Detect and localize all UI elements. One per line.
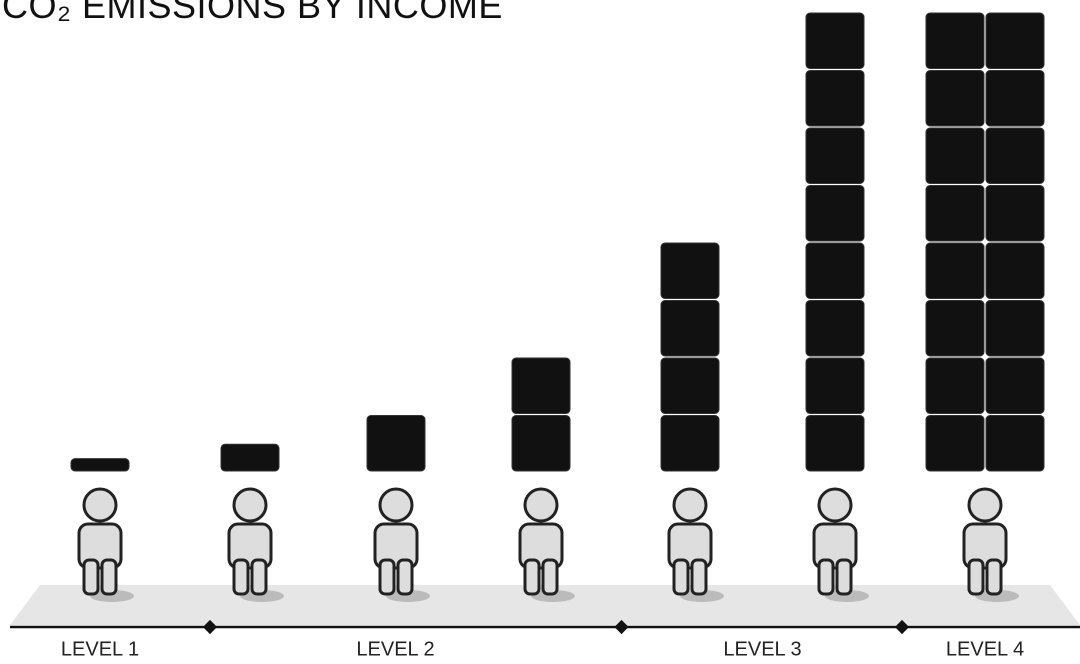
person-shadow [531, 590, 575, 602]
person-head [378, 487, 414, 523]
person-body [962, 522, 1008, 570]
person-icon [667, 487, 724, 602]
emission-block [985, 185, 1045, 242]
person-leg [232, 558, 250, 596]
emission-block [660, 415, 720, 472]
emission-stack [220, 443, 280, 472]
emission-stack [925, 12, 1045, 472]
person-leg [985, 558, 1003, 596]
person-leg [250, 558, 268, 596]
person-body [77, 522, 123, 570]
emission-block [660, 357, 720, 414]
person-body [812, 522, 858, 570]
emission-stack [511, 357, 571, 472]
level-divider [614, 619, 629, 635]
person-body [667, 522, 713, 570]
emission-stack [805, 12, 865, 472]
person-head [523, 487, 559, 523]
emission-block [805, 12, 865, 69]
person-leg [82, 558, 100, 596]
emission-stack [70, 458, 130, 472]
emission-block [985, 12, 1045, 69]
person-leg [100, 558, 118, 596]
person-leg [817, 558, 835, 596]
person-icon [812, 487, 869, 602]
emission-block [925, 357, 985, 414]
emission-block [925, 12, 985, 69]
person-shadow [90, 590, 134, 602]
person-shadow [386, 590, 430, 602]
emission-block [511, 357, 571, 414]
emission-block [805, 415, 865, 472]
level-label: LEVEL 3 [723, 638, 801, 660]
person-leg [835, 558, 853, 596]
emission-block [925, 70, 985, 127]
person-head [672, 487, 708, 523]
person-icon [227, 487, 284, 602]
emission-block [985, 70, 1045, 127]
person-icon [518, 487, 575, 602]
person-icon [77, 487, 134, 602]
level-label: LEVEL 4 [946, 638, 1024, 660]
person-shadow [680, 590, 724, 602]
chart-title: CO₂ EMISSIONS BY INCOME [2, 0, 503, 26]
emission-block [805, 127, 865, 184]
emission-block [985, 415, 1045, 472]
person-leg [541, 558, 559, 596]
emission-block [660, 242, 720, 299]
emission-block [925, 242, 985, 299]
emission-block [511, 415, 571, 472]
person-body [518, 522, 564, 570]
emission-stack [366, 415, 426, 472]
person-body [373, 522, 419, 570]
level-divider [202, 619, 218, 635]
person-icon [373, 487, 430, 602]
emission-block [805, 300, 865, 357]
emission-block [366, 415, 426, 472]
person-leg [396, 558, 414, 596]
emission-block [925, 300, 985, 357]
person-icon [962, 487, 1019, 602]
person-shadow [975, 590, 1019, 602]
person-leg [672, 558, 690, 596]
emission-block [805, 70, 865, 127]
emission-block [805, 357, 865, 414]
emission-block [805, 185, 865, 242]
emission-block [925, 415, 985, 472]
emission-block [70, 458, 130, 472]
level-label: LEVEL 1 [61, 638, 139, 660]
emission-block [985, 300, 1045, 357]
level-label: LEVEL 2 [356, 638, 434, 660]
level-divider [894, 619, 910, 635]
person-head [82, 487, 118, 523]
emission-block [985, 127, 1045, 184]
person-leg [690, 558, 708, 596]
person-leg [378, 558, 396, 596]
person-shadow [825, 590, 869, 602]
emission-block [925, 185, 985, 242]
emission-stack [660, 242, 720, 472]
person-shadow [240, 590, 284, 602]
person-head [817, 487, 853, 523]
emission-block [660, 300, 720, 357]
person-leg [523, 558, 541, 596]
person-head [967, 487, 1003, 523]
emission-block [985, 357, 1045, 414]
emission-block [220, 443, 280, 472]
emission-block [805, 242, 865, 299]
person-body [227, 522, 273, 570]
emission-block [985, 242, 1045, 299]
person-leg [967, 558, 985, 596]
emission-block [925, 127, 985, 184]
person-head [232, 487, 268, 523]
